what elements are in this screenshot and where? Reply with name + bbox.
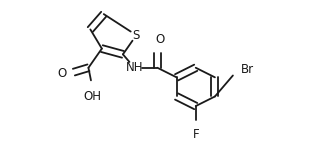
- Text: S: S: [133, 29, 140, 42]
- Text: O: O: [57, 67, 67, 80]
- Text: OH: OH: [83, 90, 101, 103]
- Text: F: F: [193, 128, 199, 141]
- Text: O: O: [156, 33, 165, 46]
- Text: NH: NH: [126, 61, 143, 74]
- Text: Br: Br: [241, 63, 254, 76]
